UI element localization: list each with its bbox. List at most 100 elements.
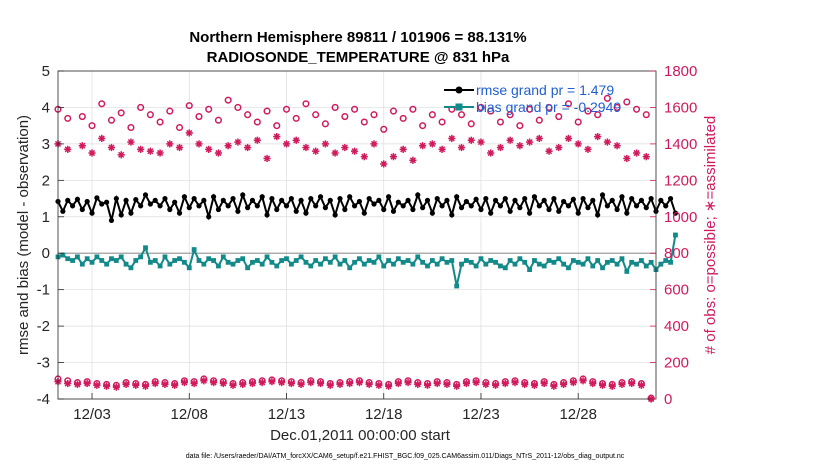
assimilated-obs-point	[535, 134, 543, 143]
bias-point	[556, 256, 562, 262]
bias-point	[89, 259, 95, 265]
possible-obs-point	[127, 123, 135, 132]
bias-point	[502, 265, 508, 271]
assimilated-obs-point	[64, 379, 72, 388]
rmse-point	[629, 195, 635, 202]
bias-point	[79, 261, 85, 267]
bias-point	[410, 261, 416, 267]
assimilated-obs-point	[88, 149, 96, 157]
assimilated-obs-point	[375, 381, 383, 389]
assimilated-obs-point	[564, 134, 573, 143]
assimilated-obs-point	[107, 143, 116, 152]
rmse-point	[458, 205, 465, 211]
possible-obs-point	[467, 120, 475, 128]
bias-point	[454, 283, 460, 289]
y-tick-label: -3	[37, 355, 50, 372]
bias-point	[143, 245, 148, 251]
assimilated-obs-point	[161, 380, 169, 389]
assimilated-obs-point	[414, 380, 422, 389]
bias-point	[527, 267, 532, 273]
assimilated-obs-point	[404, 379, 412, 387]
rmse-point	[585, 205, 591, 211]
bias-point	[624, 269, 630, 274]
possible-obs-point	[496, 118, 504, 126]
rmse-point	[454, 194, 460, 200]
bias-point	[332, 254, 338, 260]
bias-point	[425, 263, 430, 269]
chart-subtitle: RADIOSONDE_TEMPERATURE @ 831 hPa	[207, 49, 510, 66]
rmse-point	[123, 197, 129, 203]
y2-tick-label: 1600	[664, 99, 697, 116]
rmse-point	[595, 212, 601, 218]
rmse-point	[210, 194, 217, 200]
possible-obs-point	[146, 111, 154, 119]
y2-tick-label: 1400	[664, 136, 697, 153]
assimilated-obs-point	[122, 380, 130, 389]
possible-obs-point	[331, 103, 339, 111]
possible-obs-point	[545, 103, 553, 111]
rmse-point	[575, 210, 581, 216]
rmse-point	[104, 199, 110, 205]
assimilated-obs-point	[511, 379, 519, 387]
y-tick-label: -2	[37, 318, 50, 335]
assimilated-obs-point	[321, 140, 329, 148]
possible-obs-point	[175, 123, 184, 132]
rmse-point	[638, 197, 645, 203]
bias-point	[65, 256, 71, 262]
rmse-point	[517, 205, 523, 211]
bias-point	[60, 252, 66, 258]
possible-obs-point	[234, 103, 242, 111]
bias-point	[342, 258, 348, 263]
bias-point	[240, 256, 246, 262]
bias-point	[162, 254, 168, 260]
assimilated-obs-point	[370, 140, 378, 148]
assimilated-obs-point	[141, 382, 150, 390]
bias-point	[284, 256, 289, 262]
rmse-point	[172, 199, 178, 205]
bias-point	[298, 254, 304, 260]
possible-obs-point	[642, 111, 650, 119]
rmse-point	[449, 212, 455, 218]
assimilated-obs-point	[521, 380, 529, 389]
assimilated-obs-point	[175, 143, 184, 152]
rmse-point	[376, 197, 382, 203]
possible-obs-point	[321, 120, 329, 128]
rmse-point	[619, 194, 625, 200]
assimilated-obs-point	[637, 381, 646, 389]
possible-obs-point	[633, 105, 641, 113]
bias-point	[327, 259, 333, 265]
assimilated-obs-point	[258, 379, 266, 387]
assimilated-obs-point	[457, 143, 466, 152]
assimilated-obs-point	[132, 381, 140, 389]
y2-tick-label: 1200	[664, 172, 697, 189]
bias-point	[293, 258, 299, 263]
rmse-point	[429, 210, 435, 216]
x-tick-label: 12/03	[73, 406, 111, 423]
assimilated-obs-point	[98, 134, 106, 143]
y2-tick-label: 200	[664, 355, 689, 372]
bias-point	[639, 258, 644, 263]
rmse-point	[108, 217, 115, 224]
rmse-point	[381, 206, 387, 213]
rmse-point	[395, 199, 401, 205]
bias-point	[191, 247, 197, 252]
assimilated-obs-point	[574, 140, 582, 148]
rmse-point	[541, 197, 547, 203]
bias-point	[352, 259, 357, 265]
bias-point	[123, 261, 129, 267]
possible-obs-point	[438, 118, 446, 126]
assimilated-obs-point	[209, 379, 218, 387]
rmse-point	[356, 198, 363, 205]
rmse-point	[176, 210, 183, 216]
rmse-point	[138, 203, 144, 209]
assimilated-obs-point	[273, 133, 281, 141]
rmse-point	[512, 197, 518, 203]
bias-point	[570, 258, 576, 263]
rmse-point	[279, 197, 285, 203]
rmse-point	[74, 196, 81, 202]
bias-point	[541, 263, 547, 269]
rmse-point	[580, 195, 586, 202]
rmse-point	[230, 195, 236, 202]
assimilated-obs-point	[487, 149, 495, 157]
bias-point	[439, 256, 445, 262]
